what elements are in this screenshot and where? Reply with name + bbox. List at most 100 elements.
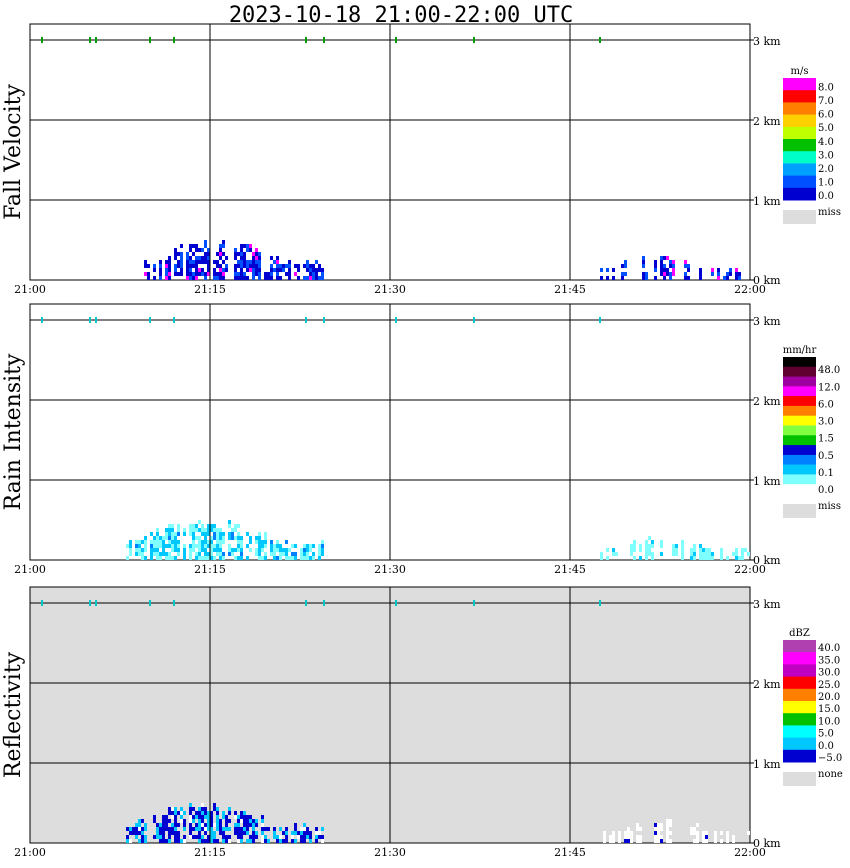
echo-pixel — [600, 276, 603, 280]
echo-pixel — [672, 264, 675, 268]
colorbar-swatch — [783, 163, 816, 177]
colorbar-label: 40.0 — [818, 643, 840, 654]
echo-pixel — [240, 544, 243, 548]
x-tick-label: 21:30 — [374, 846, 406, 859]
echo-pixel — [279, 268, 282, 272]
echo-pixel — [243, 811, 246, 815]
echo-pixel — [198, 839, 201, 843]
y-tick-label: 1 km — [753, 475, 781, 488]
echo-pixel — [189, 260, 192, 264]
echo-pixel — [165, 532, 168, 536]
echo-pixel — [177, 532, 180, 536]
echo-pixel — [726, 839, 729, 843]
echo-pixel — [705, 552, 708, 556]
echo-pixel — [657, 831, 660, 835]
echo-pixel — [174, 536, 177, 540]
echo-pixel — [258, 536, 261, 540]
echo-pixel — [201, 544, 204, 548]
echo-pixel — [159, 835, 162, 839]
echo-pixel — [261, 831, 264, 835]
echo-pixel — [228, 532, 231, 536]
echo-pixel — [276, 256, 279, 260]
echo-pixel — [642, 256, 645, 260]
echo-pixel — [222, 835, 225, 839]
echo-pixel — [255, 268, 258, 272]
echo-pixel — [288, 268, 291, 272]
echo-pixel — [681, 556, 684, 560]
y-tick-label: 0 km — [753, 554, 781, 567]
echo-pixel — [177, 252, 180, 256]
echo-pixel — [720, 556, 723, 560]
cloud-top-mark — [323, 600, 325, 606]
echo-pixel — [240, 819, 243, 823]
echo-pixel — [255, 835, 258, 839]
echo-pixel — [204, 252, 207, 256]
y-tick-label: 0 km — [753, 837, 781, 850]
echo-pixel — [201, 819, 204, 823]
echo-pixel — [312, 544, 315, 548]
echo-pixel — [258, 252, 261, 256]
echo-pixel — [189, 256, 192, 260]
echo-pixel — [630, 835, 633, 839]
echo-pixel — [159, 268, 162, 272]
echo-pixel — [255, 552, 258, 556]
echo-pixel — [237, 823, 240, 827]
echo-pixel — [732, 839, 735, 843]
echo-pixel — [240, 260, 243, 264]
echo-pixel — [672, 268, 675, 272]
colorbar-miss-label: miss — [818, 207, 841, 218]
echo-pixel — [312, 268, 315, 272]
echo-pixel — [207, 544, 210, 548]
echo-pixel — [258, 544, 261, 548]
echo-pixel — [234, 548, 237, 552]
colorbar-swatch — [783, 725, 816, 739]
echo-pixel — [156, 827, 159, 831]
echo-pixel — [174, 815, 177, 819]
echo-pixel — [207, 252, 210, 256]
echo-pixel — [228, 811, 231, 815]
echo-pixel — [189, 552, 192, 556]
echo-pixel — [321, 827, 324, 831]
x-tick-label: 22:00 — [734, 846, 766, 859]
echo-pixel — [195, 268, 198, 272]
echo-pixel — [183, 552, 186, 556]
echo-pixel — [174, 252, 177, 256]
echo-pixel — [663, 256, 666, 260]
echo-pixel — [234, 528, 237, 532]
echo-pixel — [228, 807, 231, 811]
echo-pixel — [210, 815, 213, 819]
echo-pixel — [231, 532, 234, 536]
echo-pixel — [198, 552, 201, 556]
panel-ylabel: Rain Intensity — [1, 353, 26, 510]
cloud-top-mark — [599, 317, 601, 323]
echo-pixel — [315, 276, 318, 280]
echo-pixel — [255, 256, 258, 260]
echo-pixel — [255, 252, 258, 256]
colorbar-label: 30.0 — [818, 668, 840, 679]
echo-pixel — [198, 260, 201, 264]
echo-pixel — [198, 540, 201, 544]
echo-pixel — [204, 544, 207, 548]
echo-pixel — [192, 244, 195, 248]
echo-pixel — [234, 248, 237, 252]
colorbar-swatch — [783, 90, 816, 103]
echo-pixel — [726, 556, 729, 560]
colorbar-label: 5.0 — [818, 729, 834, 740]
echo-pixel — [321, 268, 324, 272]
echo-pixel — [165, 544, 168, 548]
echo-pixel — [195, 835, 198, 839]
echo-pixel — [279, 276, 282, 280]
echo-pixel — [243, 819, 246, 823]
echo-pixel — [156, 548, 159, 552]
echo-pixel — [684, 272, 687, 276]
echo-pixel — [231, 536, 234, 540]
echo-pixel — [213, 260, 216, 264]
echo-pixel — [156, 540, 159, 544]
echo-pixel — [228, 835, 231, 839]
colorbar-unit: m/s — [791, 66, 809, 77]
echo-pixel — [204, 556, 207, 560]
echo-pixel — [192, 252, 195, 256]
echo-pixel — [210, 835, 213, 839]
echo-pixel — [255, 248, 258, 252]
echo-pixel — [240, 276, 243, 280]
